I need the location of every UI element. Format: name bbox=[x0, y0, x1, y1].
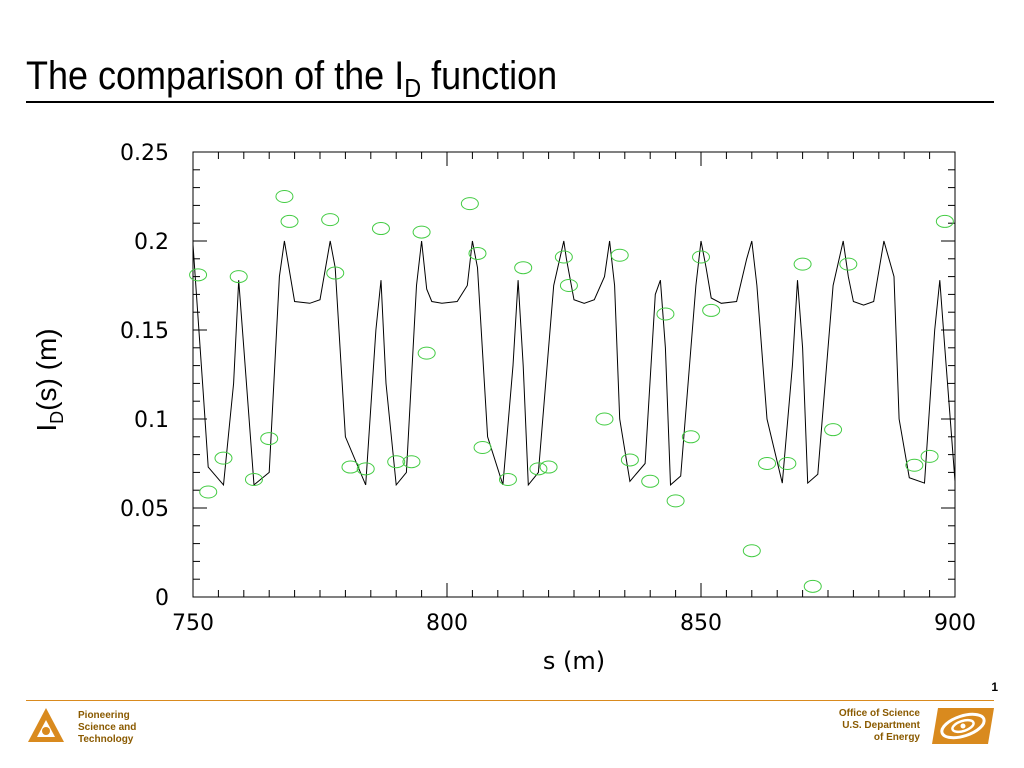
data-point-circle bbox=[905, 458, 924, 472]
title-underline bbox=[26, 101, 994, 103]
data-point-circle bbox=[641, 474, 660, 488]
data-point-circle bbox=[803, 579, 822, 593]
data-point-circle bbox=[473, 440, 492, 454]
data-point-circle bbox=[514, 261, 533, 275]
plot-frame bbox=[192, 151, 956, 598]
slide-title-main: The comparison of the I bbox=[26, 54, 405, 98]
data-point-circle bbox=[189, 268, 208, 282]
data-series bbox=[189, 190, 956, 593]
series-line bbox=[192, 240, 956, 487]
y-axis-label: ID(s) (m) bbox=[31, 328, 67, 431]
data-point-circle bbox=[595, 412, 614, 426]
y-tick-label: 0 bbox=[155, 586, 169, 611]
data-point-circle bbox=[244, 473, 263, 487]
footer-left-line: Technology bbox=[78, 734, 134, 745]
plot-border bbox=[192, 151, 956, 598]
y-axis-label-main: I bbox=[31, 424, 62, 432]
data-point-circle bbox=[758, 457, 777, 470]
x-axis-label: s (m) bbox=[543, 647, 605, 675]
data-point-circle bbox=[229, 270, 248, 284]
data-point-circle bbox=[692, 250, 710, 264]
footer-left-line: Pioneering bbox=[78, 710, 130, 721]
y-tick-label: 0.2 bbox=[134, 230, 169, 255]
footer-right-text: Office of Science U.S. Department of Ene… bbox=[839, 708, 920, 744]
y-tick-label: 0.15 bbox=[120, 319, 169, 344]
data-point-circle bbox=[199, 485, 218, 499]
footer-right-line: U.S. Department bbox=[842, 720, 920, 731]
data-point-circle bbox=[412, 225, 431, 239]
data-point-circle bbox=[824, 423, 843, 437]
y-axis-label-tail: (s) (m) bbox=[31, 328, 62, 410]
data-point-circle bbox=[778, 457, 797, 470]
data-point-circle bbox=[460, 197, 479, 211]
axis-ticks bbox=[192, 151, 956, 598]
data-point-circle bbox=[620, 453, 639, 467]
data-point-circle bbox=[387, 455, 406, 469]
data-point-circle bbox=[402, 455, 421, 469]
footer-rule bbox=[26, 700, 994, 701]
data-point-circle bbox=[275, 190, 294, 203]
footer-right-line: of Energy bbox=[873, 732, 920, 743]
data-point-circle bbox=[742, 544, 761, 558]
data-point-circle bbox=[559, 279, 578, 292]
data-point-circle bbox=[341, 460, 360, 474]
x-tick-label: 900 bbox=[934, 611, 976, 636]
data-point-circle bbox=[260, 432, 279, 446]
y-tick-label: 0.25 bbox=[120, 141, 169, 166]
data-point-circle bbox=[920, 449, 939, 463]
y-tick-label: 0.05 bbox=[120, 497, 169, 522]
argonne-logo-icon bbox=[28, 708, 64, 742]
data-point-circle bbox=[326, 266, 345, 280]
slide-title: The comparison of the ID function bbox=[26, 52, 558, 103]
footer-right-line: Office of Science bbox=[838, 708, 920, 719]
x-tick-label: 800 bbox=[426, 611, 468, 636]
data-point-circle bbox=[935, 214, 954, 228]
data-point-circle bbox=[529, 462, 548, 476]
data-point-circle bbox=[468, 246, 487, 260]
data-point-circle bbox=[839, 257, 858, 271]
data-point-circle bbox=[371, 222, 390, 236]
x-tick-label: 750 bbox=[172, 611, 214, 636]
footer-left-line: Science and bbox=[78, 722, 137, 733]
data-point-circle bbox=[610, 248, 629, 262]
data-point-circle bbox=[554, 250, 573, 264]
data-point-circle bbox=[681, 430, 700, 444]
page-number: 1 bbox=[991, 680, 998, 694]
data-point-circle bbox=[702, 303, 721, 317]
footer-left-text: Pioneering Science and Technology bbox=[78, 710, 136, 746]
data-point-circle bbox=[793, 257, 812, 271]
data-point-circle bbox=[214, 451, 233, 465]
data-point-circle bbox=[356, 462, 375, 476]
data-point-circle bbox=[498, 473, 517, 487]
data-point-circle bbox=[539, 460, 558, 474]
data-point-circle bbox=[417, 346, 436, 360]
data-point-circle bbox=[666, 494, 685, 508]
x-tick-label: 850 bbox=[680, 611, 722, 636]
y-tick-label: 0.1 bbox=[134, 408, 169, 433]
data-point-circle bbox=[280, 214, 299, 228]
x-tick-labels: 750 800 850 900 bbox=[172, 611, 976, 636]
data-point-circle bbox=[656, 307, 675, 321]
y-axis-label-subscript: D bbox=[47, 411, 67, 424]
data-point-circle bbox=[321, 213, 340, 227]
slide-title-tail: function bbox=[421, 54, 558, 98]
slide-title-subscript: D bbox=[404, 73, 422, 103]
y-tick-labels: 0 0.05 0.1 0.15 0.2 0.25 bbox=[120, 141, 169, 611]
doe-logo-icon bbox=[932, 708, 994, 744]
id-function-chart: 0 0.05 0.1 0.15 0.2 0.25 750 800 850 900 s (m) I… bbox=[31, 141, 976, 675]
